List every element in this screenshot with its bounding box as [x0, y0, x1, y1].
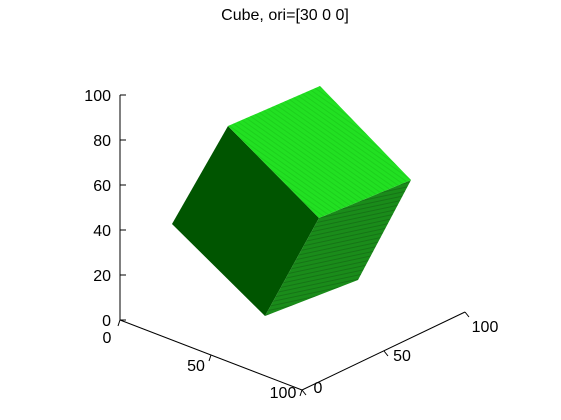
y-tick-0: [301, 389, 307, 396]
x-tick-100: [299, 389, 303, 397]
z-tick-label-20: 20: [93, 268, 111, 285]
y-axis-line: [301, 311, 466, 391]
z-tick-label-100: 100: [84, 88, 111, 105]
y-tick-100: [464, 311, 470, 318]
y-tick-label-100: 100: [472, 319, 499, 336]
cube-face-left: [172, 126, 319, 316]
y-tick-label-0: 0: [314, 380, 323, 397]
y-tick-label-50: 50: [393, 348, 411, 365]
x-tick-50: [208, 354, 212, 362]
y-tick-50: [383, 350, 389, 357]
z-tick-label-0: 0: [102, 313, 111, 330]
chart-title: Cube, ori=[30 0 0]: [221, 7, 349, 24]
cube-face-top-texture: [228, 86, 411, 218]
x-tick-label-50: 50: [187, 358, 205, 375]
x-tick-0: [117, 319, 121, 327]
z-tick-label-60: 60: [93, 178, 111, 195]
x-tick-label-0: 0: [103, 330, 112, 347]
z-tick-label-40: 40: [93, 223, 111, 240]
cube-face-right-texture: [265, 180, 411, 316]
z-tick-label-80: 80: [93, 133, 111, 150]
x-tick-label-100: 100: [270, 385, 297, 402]
